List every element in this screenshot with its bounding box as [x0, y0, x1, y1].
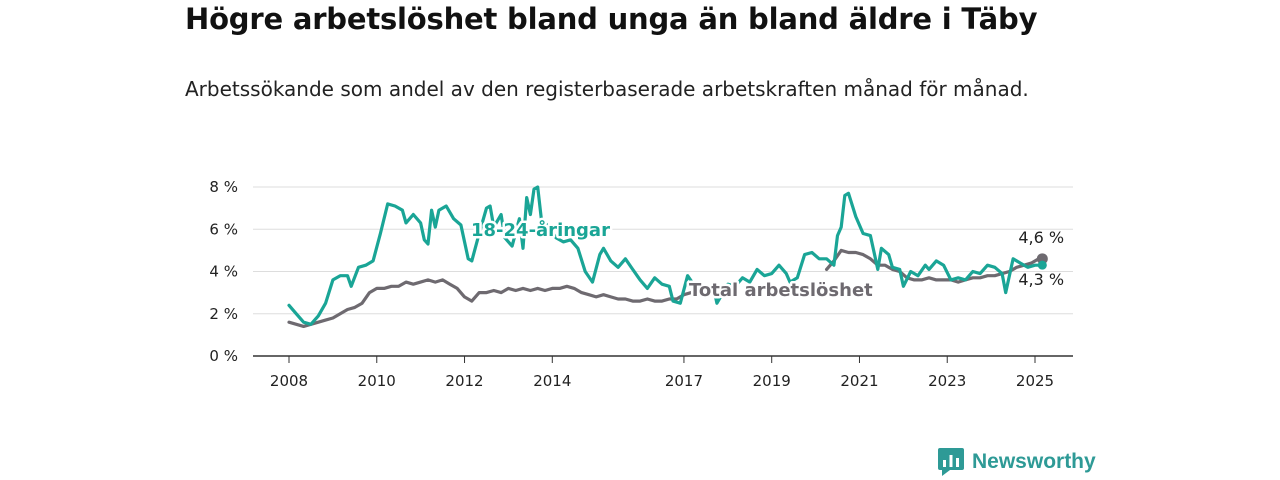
y-tick-label: 4 %: [209, 263, 238, 281]
series-label-total: Total arbetslöshet: [689, 280, 873, 301]
y-tick-label: 8 %: [209, 178, 238, 196]
series-label-youth: 18-24-åringar: [471, 219, 610, 241]
x-tick-label: 2021: [840, 372, 878, 390]
series-label-total-halo: Total arbetslöshet: [689, 280, 873, 301]
x-tick-label: 2012: [445, 372, 483, 390]
newsworthy-logo-icon: [938, 448, 964, 476]
chart-title: Högre arbetslöshet bland unga än bland ä…: [185, 2, 1038, 36]
brand-name: Newsworthy: [972, 450, 1096, 473]
x-tick-label: 2008: [270, 372, 308, 390]
x-tick-label: 2010: [358, 372, 396, 390]
series-end-marker-total: [1036, 253, 1048, 265]
x-tick-label: 2014: [533, 372, 571, 390]
y-tick-label: 2 %: [209, 305, 238, 323]
x-tick-label: 2019: [753, 372, 791, 390]
end-label-youth: 4,3 %: [1018, 270, 1064, 289]
x-tick-label: 2025: [1016, 372, 1054, 390]
series-label-youth-halo: 18-24-åringar: [471, 219, 610, 241]
series-line-total: [287, 278, 708, 328]
x-tick-label: 2017: [665, 372, 703, 390]
newsworthy-brand: Newsworthy: [938, 448, 1096, 476]
series-end-marker-youth: [1037, 260, 1047, 270]
y-tick-label: 6 %: [209, 220, 238, 238]
end-label-total: 4,6 %: [1018, 228, 1064, 247]
chart-subtitle: Arbetssökande som andel av den registerb…: [185, 77, 1029, 101]
series-line-youth: [287, 185, 1044, 326]
y-tick-label: 0 %: [209, 347, 238, 365]
x-tick-label: 2023: [928, 372, 966, 390]
